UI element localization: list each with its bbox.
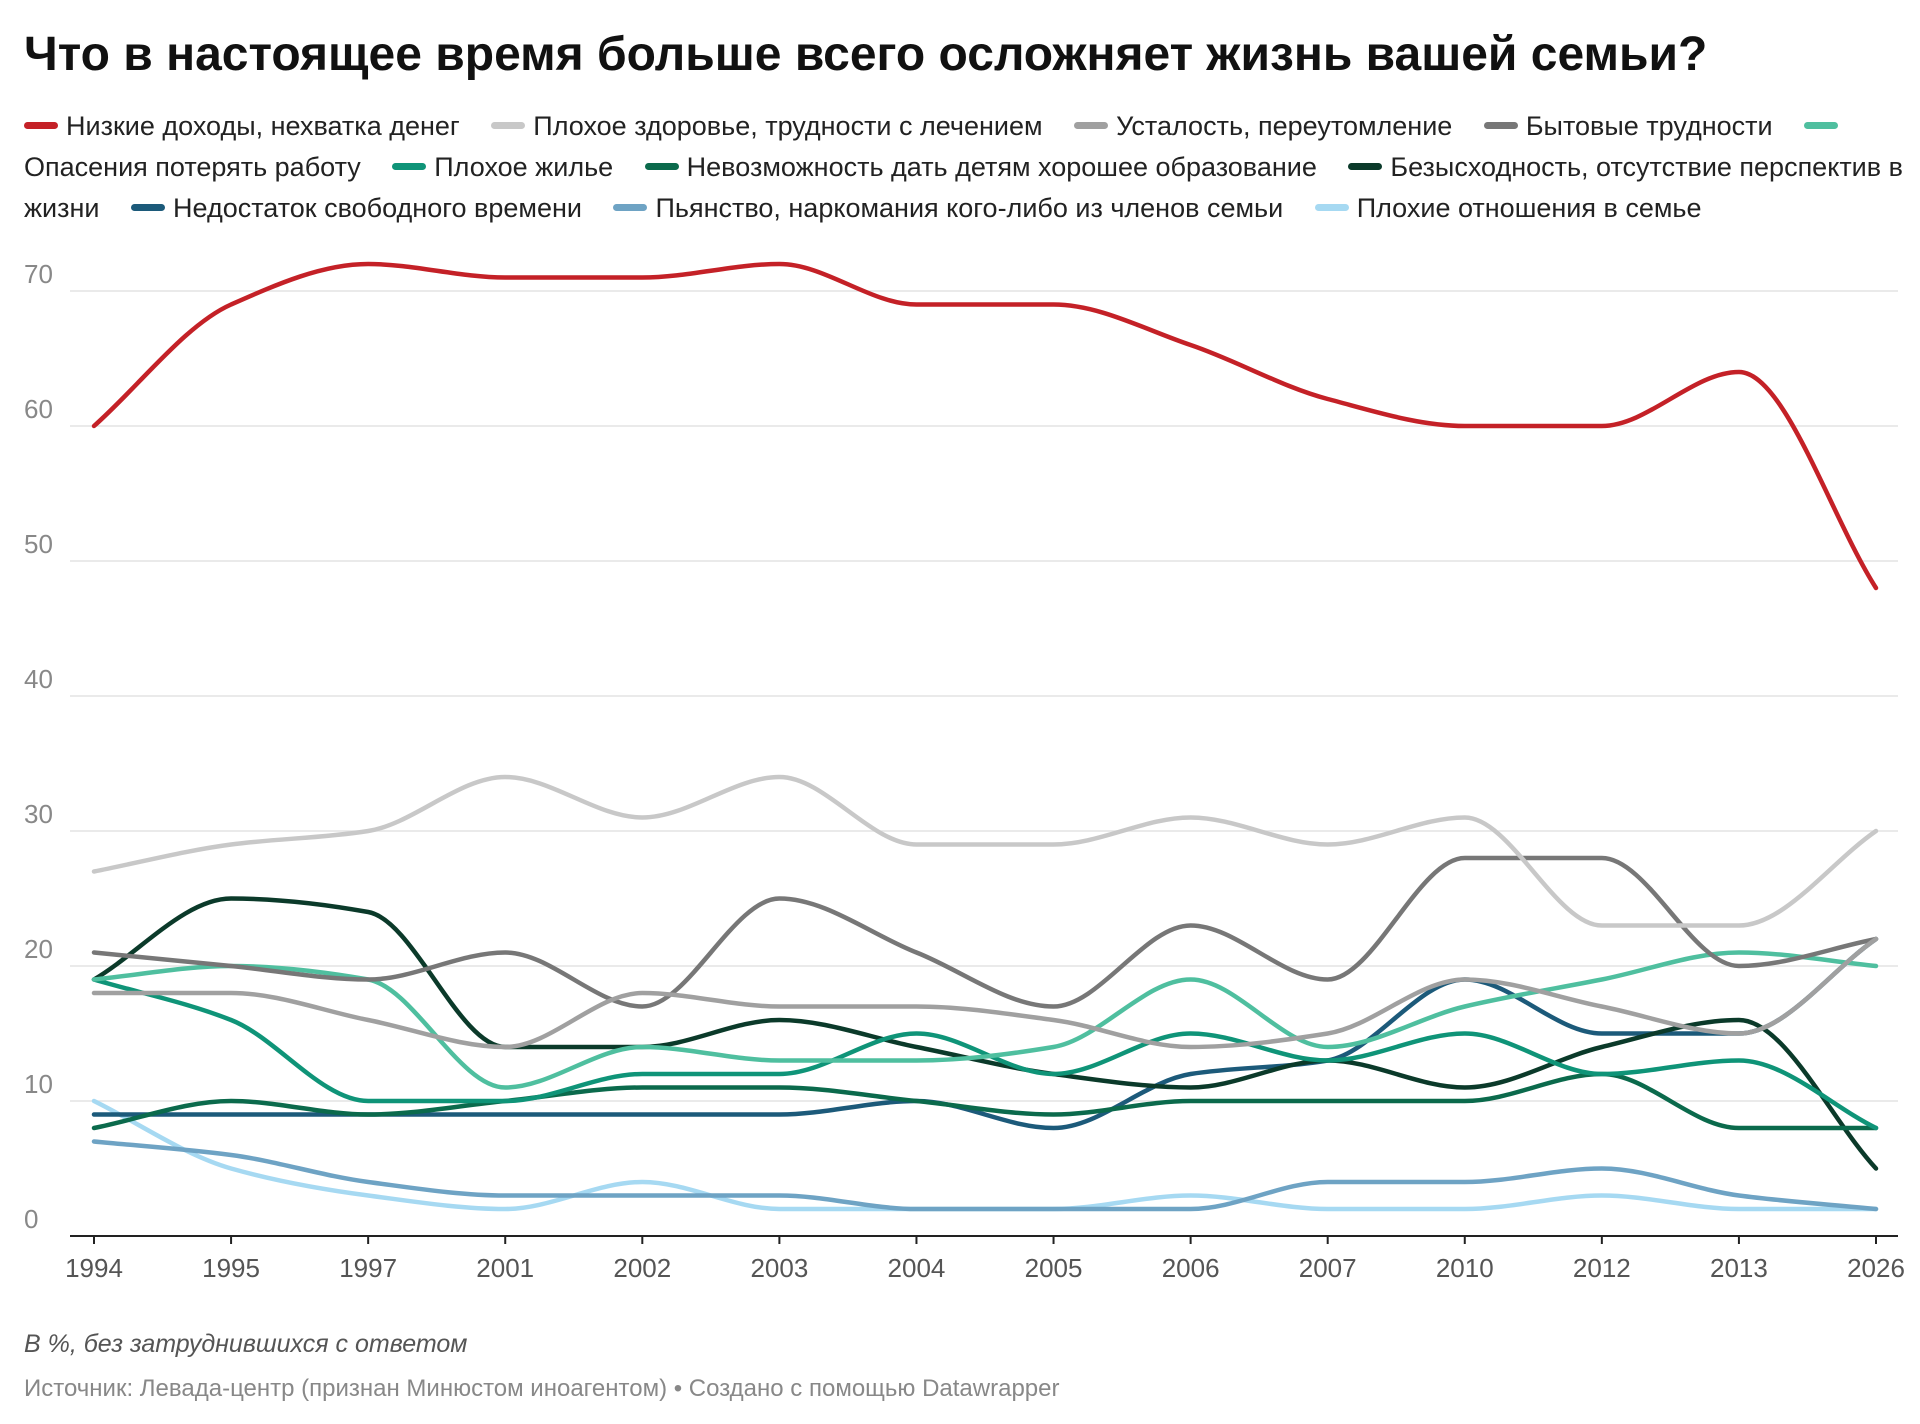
x-axis-ticks: 1994 1995 1997 2001 2002 2003 2004 2005 2006 2007… [65, 1236, 1905, 1283]
y-tick-label: 40 [24, 664, 53, 694]
legend-label: Недостаток свободного времени [173, 193, 582, 223]
legend-swatch [491, 122, 526, 130]
legend-swatch [1074, 122, 1109, 130]
legend-swatch [644, 163, 679, 171]
chart-source: Источник: Левада-центр (признан Минюстом… [24, 1375, 1060, 1402]
y-axis-ticks: 0 10 20 30 40 50 60 70 [24, 259, 53, 1234]
x-tick-label: 2003 [750, 1253, 808, 1283]
legend: Низкие доходы, нехватка денег Плохое здо… [24, 106, 1904, 229]
y-tick-label: 30 [24, 799, 53, 829]
legend-label: Безысходность, отсутствие перспектив в ж… [24, 152, 1903, 223]
series-line [91, 977, 1879, 1131]
x-tick-label: 2007 [1299, 1253, 1357, 1283]
legend-label: Опасения потерять работу [24, 152, 361, 182]
y-tick-label: 0 [24, 1204, 38, 1234]
x-tick-label: 2002 [613, 1253, 671, 1283]
x-tick-label: 1995 [202, 1253, 260, 1283]
series-line [91, 261, 1879, 591]
x-tick-label: 2012 [1573, 1253, 1631, 1283]
legend-label: Пьянство, наркомания кого-либо из членов… [655, 193, 1284, 223]
legend-item: Недостаток свободного времени [131, 193, 582, 223]
series-line [91, 1098, 1879, 1212]
legend-item: Пьянство, наркомания кого-либо из членов… [613, 193, 1283, 223]
x-tick-label: 2013 [1710, 1253, 1768, 1283]
series-line [91, 936, 1879, 1050]
legend-swatch [392, 163, 427, 171]
legend-item: Плохое жилье [392, 152, 613, 182]
legend-swatch [1314, 204, 1349, 212]
legend-label: Усталость, переутомление [1116, 111, 1453, 141]
legend-item: Плохое здоровье, трудности с лечением [491, 111, 1043, 141]
legend-item: Опасения потерять работу [24, 111, 1846, 182]
legend-swatch [1804, 122, 1839, 130]
series-line [91, 896, 1879, 1171]
legend-item: Безысходность, отсутствие перспектив в ж… [24, 152, 1903, 223]
legend-item: Усталость, переутомление [1074, 111, 1452, 141]
legend-item: Плохие отношения в семье [1314, 193, 1702, 223]
x-tick-label: 1997 [339, 1253, 397, 1283]
x-tick-label: 2026 [1847, 1253, 1905, 1283]
legend-item: Низкие доходы, нехватка денег [24, 111, 460, 141]
x-tick-label: 2001 [476, 1253, 534, 1283]
series-line [91, 1139, 1879, 1212]
x-tick-label: 2005 [1025, 1253, 1083, 1283]
chart-note: В %, без затруднившихся с ответом [24, 1330, 468, 1358]
y-tick-label: 70 [24, 259, 53, 289]
legend-swatch [1483, 122, 1518, 130]
legend-label: Невозможность дать детям хорошее образов… [686, 152, 1317, 182]
legend-item: Невозможность дать детям хорошее образов… [644, 152, 1317, 182]
legend-swatch [613, 204, 648, 212]
x-tick-label: 1994 [65, 1253, 123, 1283]
y-tick-label: 60 [24, 394, 53, 424]
legend-label: Плохое жилье [434, 152, 614, 182]
series-lines [91, 261, 1879, 1212]
y-tick-label: 10 [24, 1069, 53, 1099]
legend-swatch [1348, 163, 1383, 171]
y-tick-label: 50 [24, 529, 53, 559]
series-line [91, 774, 1879, 928]
y-tick-label: 20 [24, 934, 53, 964]
x-tick-label: 2004 [888, 1253, 946, 1283]
series-line [91, 950, 1879, 1090]
legend-label: Плохое здоровье, трудности с лечением [533, 111, 1043, 141]
legend-swatch [24, 122, 58, 130]
chart-title: Что в настоящее время больше всего ослож… [24, 28, 1708, 81]
legend-label: Плохие отношения в семье [1356, 193, 1702, 223]
series-line [91, 855, 1879, 1009]
legend-label: Низкие доходы, нехватка денег [66, 111, 460, 141]
legend-swatch [131, 204, 166, 212]
legend-label: Бытовые трудности [1525, 111, 1773, 141]
x-tick-label: 2006 [1162, 1253, 1220, 1283]
legend-item: Бытовые трудности [1483, 111, 1773, 141]
x-tick-label: 2010 [1436, 1253, 1494, 1283]
